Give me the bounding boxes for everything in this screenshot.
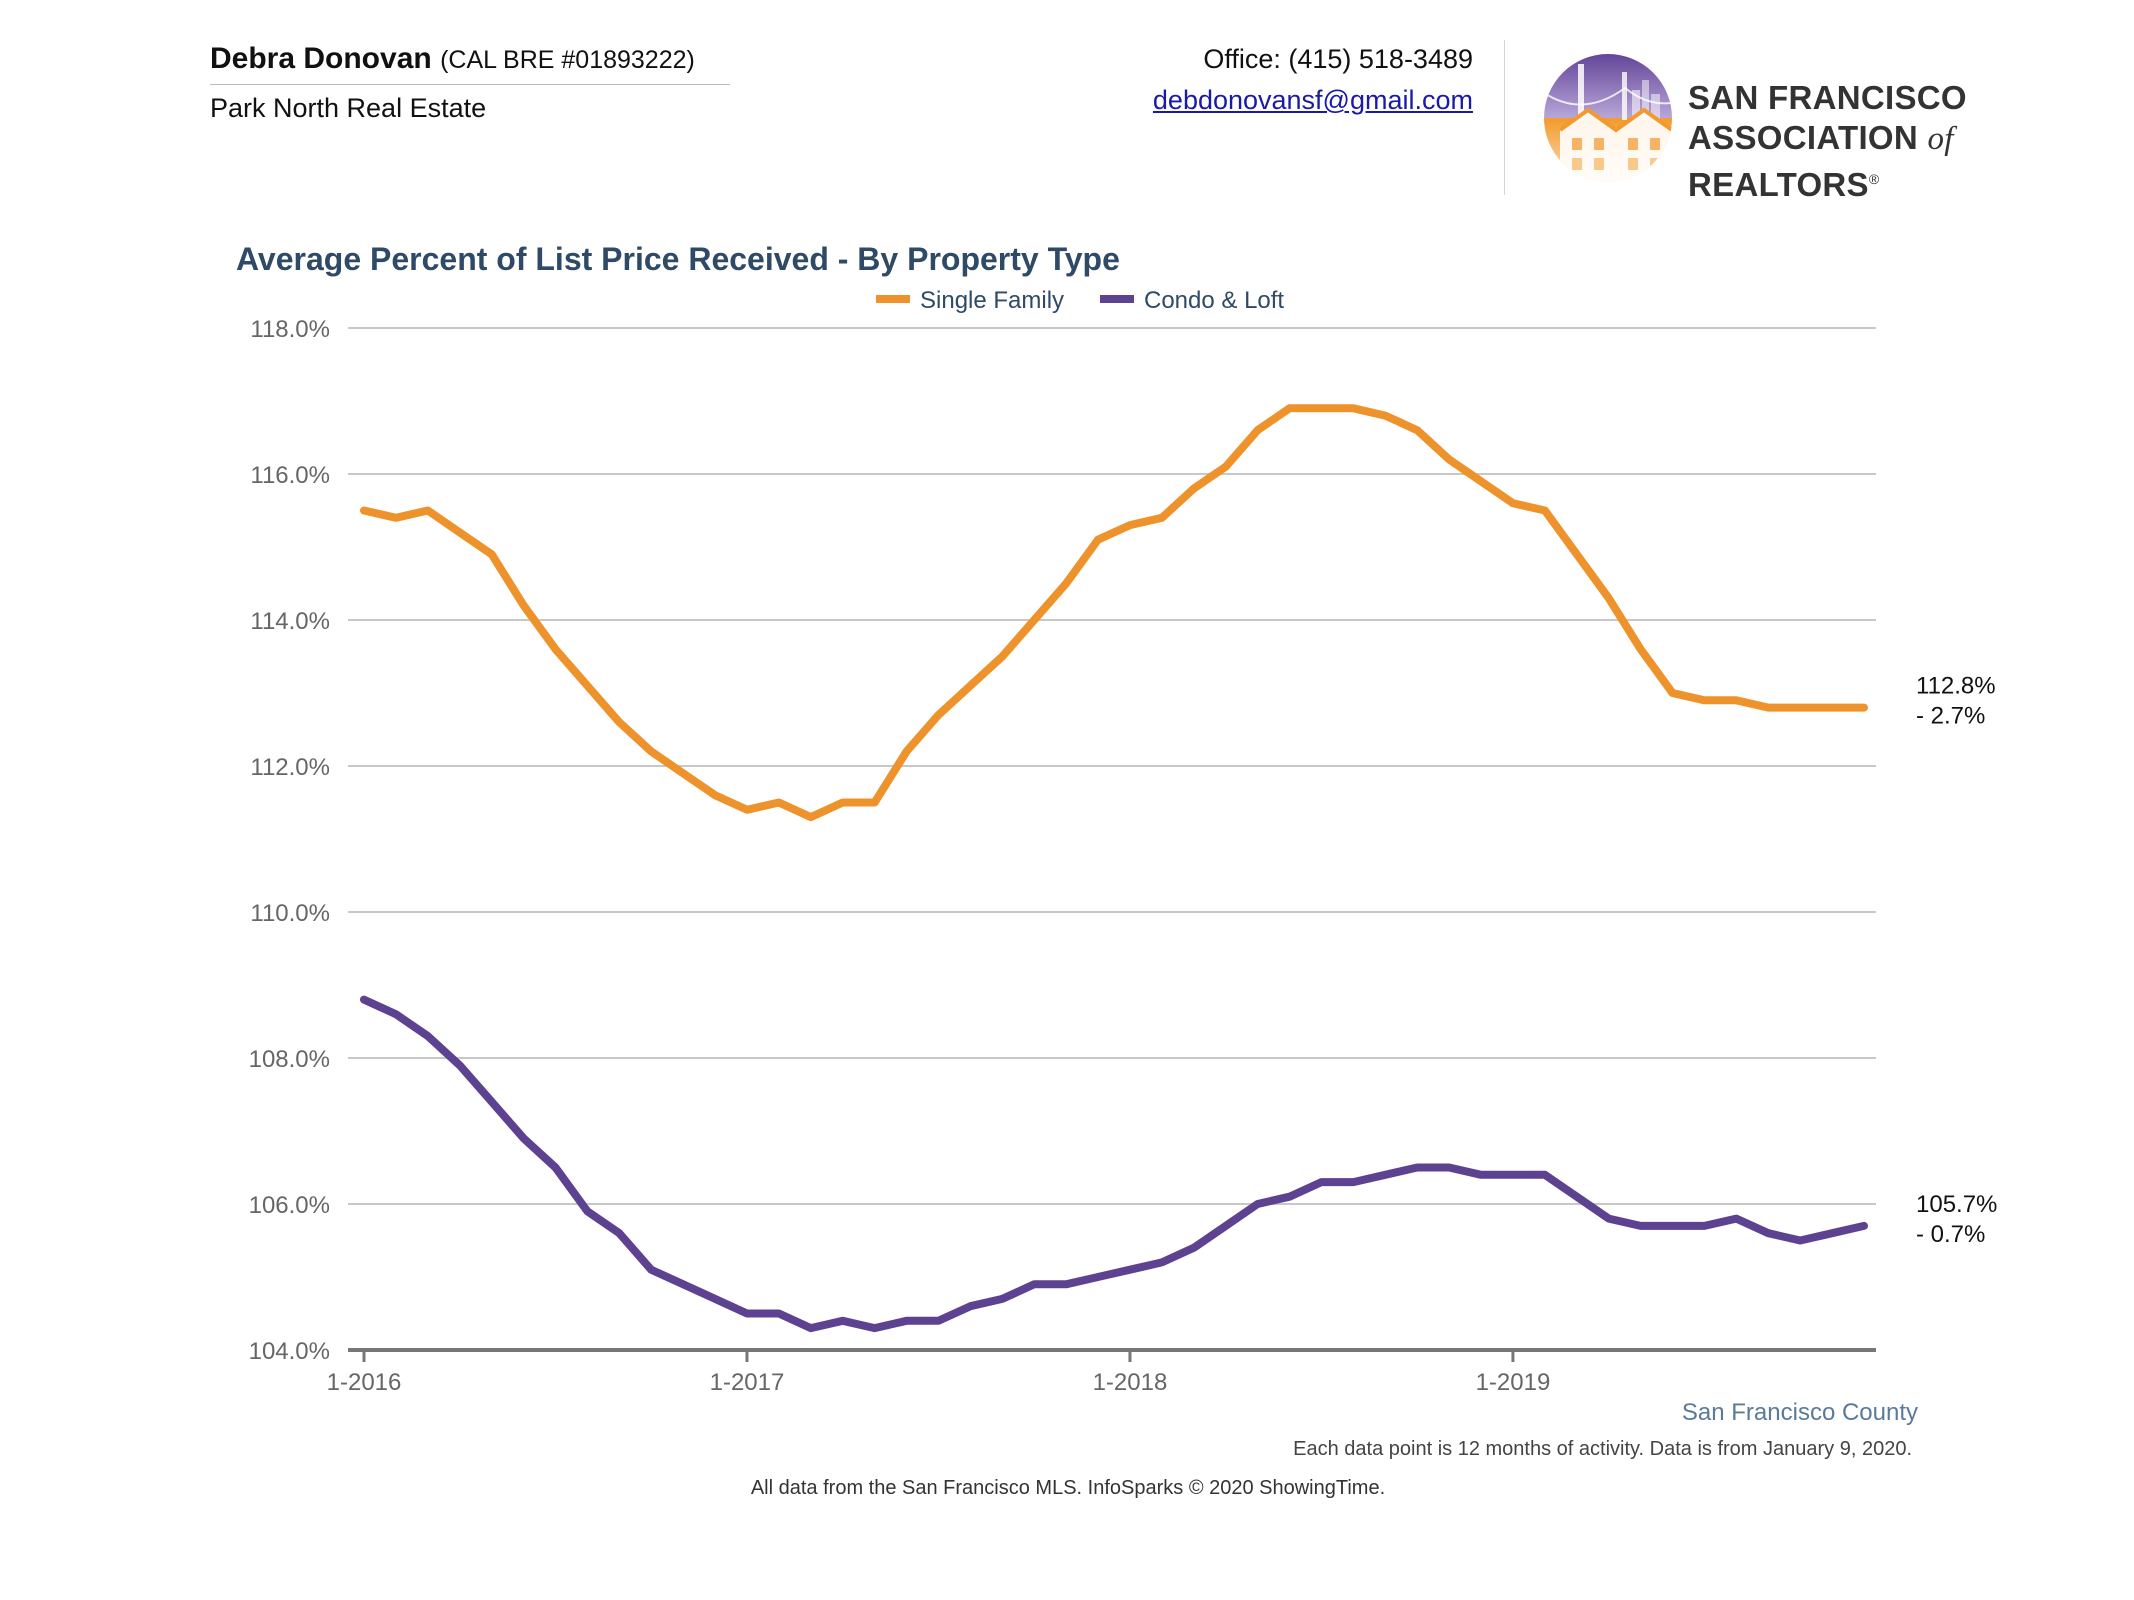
contact-block: Office: (415) 518-3489 debdonovansf@gmai… bbox=[1153, 44, 1473, 116]
logo-text: SAN FRANCISCO ASSOCIATION of REALTORS® bbox=[1688, 78, 2100, 205]
legend: Single Family Condo & Loft bbox=[876, 287, 1284, 314]
logo-of: of bbox=[1927, 121, 1954, 157]
email-link[interactable]: debdonovansf@gmail.com bbox=[1152, 85, 1473, 115]
end-change-label: - 0.7% bbox=[1916, 1221, 1985, 1248]
legend-label-single-family: Single Family bbox=[920, 287, 1064, 314]
legend-label-condo-loft: Condo & Loft bbox=[1144, 287, 1284, 314]
x-axis: 1-2016 1-2017 1-2018 1-2019 bbox=[327, 1348, 1876, 1396]
logo-line-2: ASSOCIATION of REALTORS® bbox=[1688, 118, 2100, 205]
x-tick-label: 1-2018 bbox=[1093, 1369, 1168, 1396]
y-axis: 104.0% 106.0% 108.0% 110.0% 112.0% 114.0% 116.… bbox=[249, 316, 330, 1365]
agent-name: Debra Donovan bbox=[210, 42, 432, 75]
agent-company: Park North Real Estate bbox=[210, 93, 487, 123]
header-divider bbox=[1504, 40, 1505, 195]
logo-line-1: SAN FRANCISCO bbox=[1688, 79, 1967, 116]
y-tick-label: 112.0% bbox=[250, 754, 330, 781]
logo-realtors: REALTORS bbox=[1688, 166, 1869, 203]
agent-name-line: Debra Donovan (CAL BRE #01893222) bbox=[210, 42, 730, 85]
y-tick-label: 110.0% bbox=[250, 900, 330, 927]
end-value-label: 112.8% bbox=[1916, 673, 1996, 700]
agent-header: Debra Donovan (CAL BRE #01893222) Park N… bbox=[210, 42, 730, 124]
x-tick-label: 1-2016 bbox=[327, 1369, 402, 1396]
end-value-label: 105.7% bbox=[1916, 1191, 1997, 1218]
x-tick-label: 1-2019 bbox=[1476, 1369, 1551, 1396]
data-note: Each data point is 12 months of activity… bbox=[1293, 1438, 1912, 1460]
series-lines bbox=[360, 404, 1868, 1333]
office-phone: Office: (415) 518-3489 bbox=[1203, 44, 1473, 74]
sfar-logo: SAN FRANCISCO ASSOCIATION of REALTORS® bbox=[1540, 50, 2100, 203]
series-line-condo-loft bbox=[360, 995, 1868, 1333]
agent-license: (CAL BRE #01893222) bbox=[440, 46, 695, 74]
y-tick-label: 118.0% bbox=[250, 316, 330, 343]
y-tick-label: 114.0% bbox=[250, 608, 330, 635]
y-tick-label: 106.0% bbox=[249, 1192, 330, 1219]
golden-gate-house-logo-icon bbox=[1544, 54, 1672, 182]
gridlines bbox=[348, 327, 1876, 1205]
end-labels: 112.8% - 2.7% 105.7% - 0.7% bbox=[1916, 673, 1997, 1248]
x-tick-label: 1-2017 bbox=[710, 1369, 785, 1396]
logo-association: ASSOCIATION bbox=[1688, 119, 1928, 156]
y-tick-label: 104.0% bbox=[249, 1338, 330, 1365]
y-tick-label: 108.0% bbox=[249, 1046, 330, 1073]
data-source: All data from the San Francisco MLS. Inf… bbox=[751, 1477, 1385, 1499]
logo-registered: ® bbox=[1868, 171, 1880, 187]
end-change-label: - 2.7% bbox=[1916, 703, 1985, 730]
series-line-single-family bbox=[360, 404, 1868, 822]
region-label: San Francisco County bbox=[1682, 1399, 1918, 1426]
y-tick-label: 116.0% bbox=[250, 462, 330, 489]
chart-title: Average Percent of List Price Received -… bbox=[236, 241, 1120, 277]
